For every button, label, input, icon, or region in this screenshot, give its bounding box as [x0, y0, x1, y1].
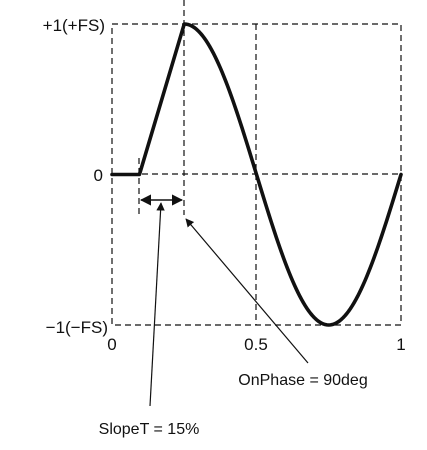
slope-leader — [149, 202, 165, 407]
slope-annotation: SlopeT = 15% — [99, 421, 200, 438]
grid — [111, 0, 402, 326]
y-label-mid: 0 — [94, 166, 103, 185]
x-label-one: 1 — [396, 335, 405, 354]
y-label-top: +1(+FS) — [43, 16, 105, 35]
y-label-bottom: −1(−FS) — [46, 318, 108, 337]
x-label-half: 0.5 — [244, 335, 268, 354]
onphase-leader — [185, 218, 309, 364]
x-label-zero: 0 — [107, 335, 116, 354]
onphase-annotation: OnPhase = 90deg — [238, 372, 367, 389]
waveform-curve — [110, 22, 403, 327]
